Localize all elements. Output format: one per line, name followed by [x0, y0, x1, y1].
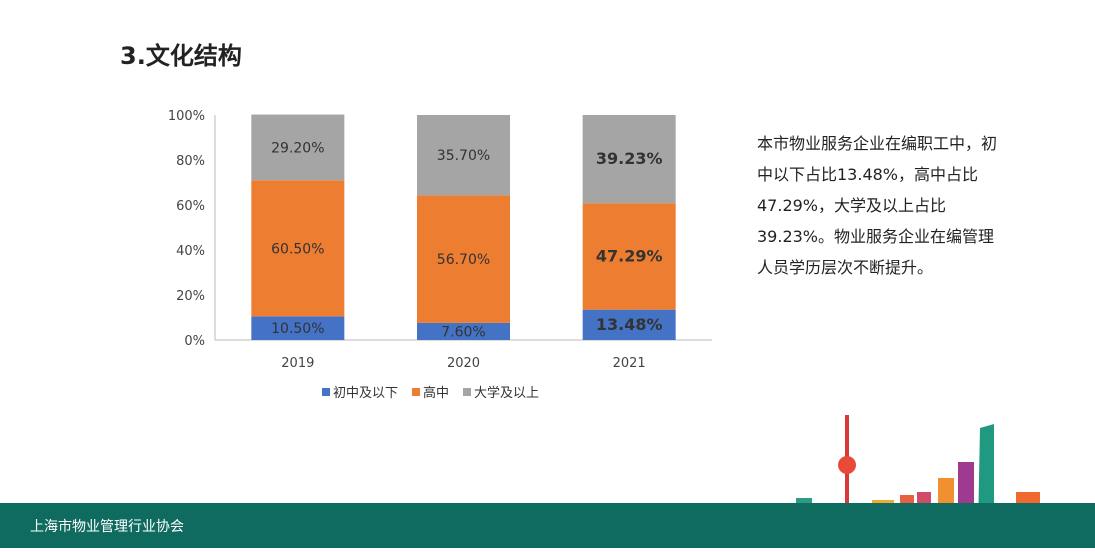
bar-segment [417, 115, 510, 196]
bar-segment [417, 195, 510, 323]
bar-segment [582, 115, 676, 204]
bar-segment [251, 316, 345, 340]
data-label: 13.48% [596, 315, 663, 334]
description-text: 本市物业服务企业在编职工中，初中以下占比13.48%，高中占比47.29%，大学… [757, 134, 998, 277]
data-label: 35.70% [437, 148, 490, 164]
x-tick-label: 2020 [447, 356, 480, 371]
data-label: 10.50% [271, 321, 324, 337]
data-label: 29.20% [271, 140, 324, 156]
legend-label: 高中 [423, 385, 449, 401]
page-title: 3.文化结构 [120, 42, 242, 70]
stacked-bar-chart: 0% 20% 40% 60% 80% 100% 10.50% 60.50% 29.20% 2019… [168, 109, 712, 401]
bar-segment [251, 180, 345, 317]
bar-segment [582, 309, 676, 340]
footer-band: 上海市物业管理行业协会 [0, 503, 1095, 548]
y-tick-label: 20% [176, 289, 205, 304]
legend-label: 初中及以下 [333, 386, 398, 401]
bar-segment [417, 322, 510, 340]
y-tick-label: 100% [168, 109, 205, 124]
bar-segment [582, 203, 676, 310]
bar-segment [251, 114, 345, 181]
y-tick-label: 60% [176, 199, 205, 214]
legend-label: 大学及以上 [474, 385, 539, 401]
legend-swatch [412, 388, 420, 396]
y-tick-label: 40% [176, 244, 205, 259]
data-label: 39.23% [596, 149, 663, 168]
x-tick-label: 2021 [613, 356, 646, 371]
legend-swatch [463, 388, 471, 396]
data-label: 47.29% [596, 246, 663, 265]
y-tick-label: 80% [176, 154, 205, 169]
data-label: 7.60% [441, 324, 485, 340]
x-tick-label: 2019 [281, 356, 314, 371]
footer-organization: 上海市物业管理行业协会 [30, 519, 184, 535]
data-label: 56.70% [437, 252, 490, 268]
data-label: 60.50% [271, 241, 324, 257]
legend-swatch [322, 388, 330, 396]
y-tick-label: 0% [184, 334, 205, 349]
